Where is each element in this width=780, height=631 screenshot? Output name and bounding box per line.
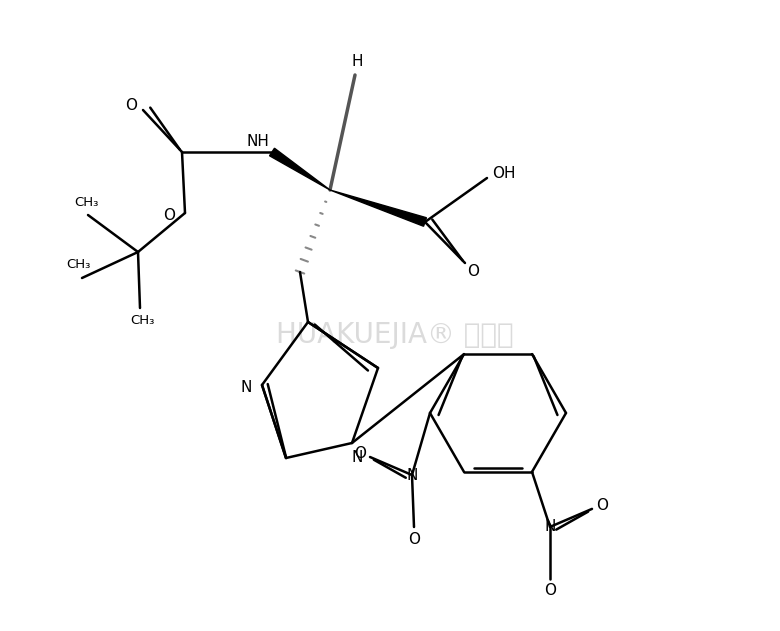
Text: CH₃: CH₃ — [74, 196, 98, 208]
Text: O: O — [408, 531, 420, 546]
Text: N: N — [351, 449, 363, 464]
Text: N: N — [240, 379, 252, 394]
Text: NH: NH — [246, 134, 269, 150]
Polygon shape — [330, 190, 427, 227]
Text: O: O — [163, 208, 175, 223]
Text: H: H — [351, 54, 363, 69]
Text: HUAKUEJIA® 化学加: HUAKUEJIA® 化学加 — [276, 321, 514, 349]
Polygon shape — [270, 148, 330, 190]
Text: N: N — [406, 468, 417, 483]
Text: O: O — [596, 498, 608, 514]
Text: CH₃: CH₃ — [129, 314, 154, 327]
Text: O: O — [354, 447, 366, 461]
Text: O: O — [467, 264, 479, 278]
Text: OH: OH — [492, 165, 516, 180]
Text: CH₃: CH₃ — [66, 259, 90, 271]
Text: O: O — [125, 98, 137, 112]
Text: O: O — [544, 584, 556, 598]
Text: N: N — [544, 519, 555, 534]
